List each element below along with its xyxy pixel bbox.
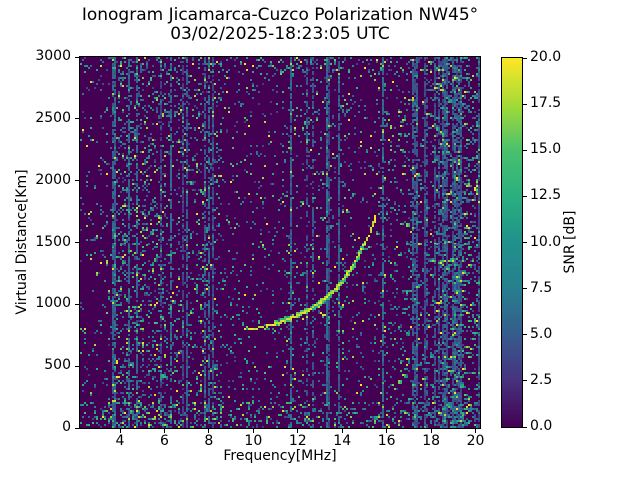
plot-area [79, 56, 481, 429]
y-axis-label: Virtual Distance[Km] [14, 169, 30, 315]
x-tick-label: 18 [422, 433, 441, 449]
colorbar-tick-label: 10.0 [530, 233, 562, 250]
y-tick-label: 500 [44, 357, 71, 374]
y-tick-label: 3000 [35, 48, 71, 64]
x-tick-label: 12 [288, 433, 307, 449]
colorbar [501, 57, 523, 428]
x-tick-label: 10 [244, 433, 263, 449]
colorbar-tick-label: 0.0 [530, 418, 553, 434]
x-tick-label: 16 [377, 433, 396, 449]
y-tick-mark [75, 118, 79, 120]
heatmap-canvas [80, 57, 480, 428]
colorbar-tick-mark [523, 380, 527, 382]
chart-title: Ionogram Jicamarca-Cuzco Polarization NW… [81, 5, 479, 25]
y-tick-mark [75, 303, 79, 305]
x-tick-label: 4 [115, 433, 125, 449]
y-tick-label: 0 [62, 419, 71, 435]
y-tick-mark [75, 365, 79, 367]
x-tick-mark [475, 429, 477, 433]
colorbar-tick-label: 17.5 [530, 95, 562, 112]
y-tick-mark [75, 242, 79, 243]
x-tick-mark [430, 429, 432, 433]
colorbar-tick-mark [523, 103, 527, 105]
colorbar-tick-label: 12.5 [530, 187, 562, 204]
colorbar-tick-label: 2.5 [530, 371, 553, 388]
x-tick-mark [297, 429, 299, 433]
x-axis-label: Frequency[MHz] [223, 448, 337, 464]
x-tick-mark [208, 429, 210, 433]
y-tick-label: 1000 [35, 295, 71, 312]
x-tick-mark [252, 429, 254, 433]
colorbar-tick-mark [523, 242, 527, 243]
x-tick-label: 8 [204, 433, 214, 449]
colorbar-tick-label: 15.0 [530, 141, 562, 158]
colorbar-tick-mark [523, 334, 527, 336]
x-tick-mark [163, 429, 165, 433]
x-tick-mark [386, 429, 388, 433]
y-tick-mark [75, 427, 79, 429]
colorbar-tick-mark [523, 288, 527, 290]
colorbar-tick-mark [523, 57, 527, 59]
chart-title-block: Ionogram Jicamarca-Cuzco Polarization NW… [80, 6, 480, 44]
y-tick-label: 2000 [35, 171, 71, 188]
colorbar-tick-mark [523, 195, 527, 197]
y-tick-label: 2500 [35, 109, 71, 126]
colorbar-tick-label: 7.5 [530, 279, 553, 296]
x-tick-mark [119, 429, 121, 433]
colorbar-tick-label: 20.0 [530, 49, 562, 65]
y-tick-label: 1500 [35, 233, 71, 250]
colorbar-canvas [502, 58, 522, 427]
colorbar-tick-mark [523, 426, 527, 428]
chart-subtitle-timestamp: 03/02/2025-18:23:05 UTC [170, 24, 390, 44]
x-tick-mark [341, 429, 343, 433]
colorbar-tick-label: 5.0 [530, 325, 553, 342]
x-tick-label: 20 [466, 433, 485, 449]
colorbar-tick-mark [523, 149, 527, 151]
x-tick-label: 14 [333, 433, 352, 449]
x-tick-label: 6 [159, 433, 169, 449]
colorbar-label: SNR [dB] [562, 210, 578, 274]
y-tick-mark [75, 180, 79, 182]
y-tick-mark [75, 56, 79, 58]
